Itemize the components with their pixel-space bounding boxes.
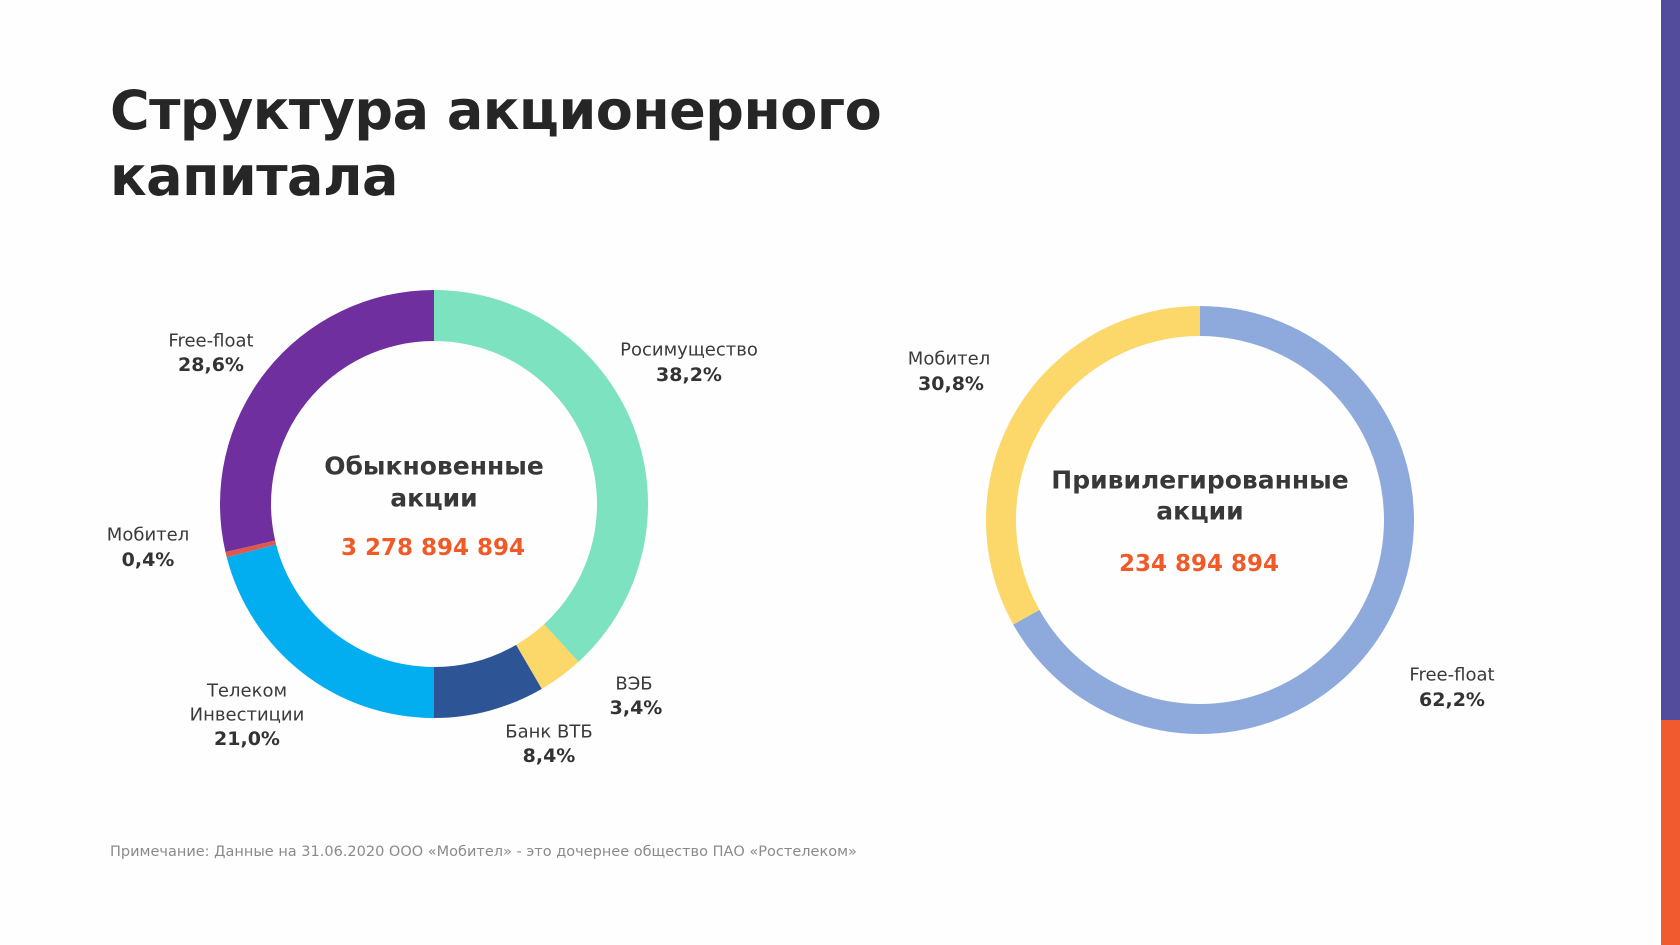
pct-rosimushchestvo: 38,2% [656,364,722,386]
pct-telecom: 21,0% [214,728,280,750]
label-mobitel: Мобител [106,524,190,546]
donut1-center-title-1: Обыкновенные [324,451,544,481]
pct-mobitel: 0,4% [121,549,175,571]
side-accent-bar-top [1661,0,1680,720]
pct-free-float: 28,6% [178,354,244,376]
donut1-slice-4 [225,540,277,558]
label-telecom-1: Телеком [206,680,288,702]
donut2-slice-1 [986,306,1200,625]
label-bank-vtb: Банк ВТБ [505,721,593,743]
footnote: Примечание: Данные на 31.06.2020 ООО «Мо… [110,844,857,860]
title-line-1: Структура акционерного [110,79,882,142]
label-telecom-2: Инвестиции [189,704,305,726]
label-pref-mobitel: Мобител [907,348,991,370]
pct-veb: 3,4% [609,697,663,719]
donut1-slice-0 [434,290,648,662]
donut1-slice-1 [516,624,579,689]
donut2-center-title-1: Привилегированные [1051,465,1349,495]
page-title: Структура акционерного капитала [110,78,882,210]
label-pref-free-float: Free-float [1409,664,1495,686]
donut2-center-title-2: акции [1156,496,1244,526]
donut1-slice-3 [226,544,434,718]
donut1-slice-5 [219,290,434,552]
donut1-slice-2 [434,644,542,718]
label-free-float: Free-float [168,330,254,352]
donut1-center-title-2: акции [390,483,478,513]
label-veb: ВЭБ [615,673,653,695]
pct-pref-mobitel: 30,8% [918,373,984,395]
donut1-center-value: 3 278 894 894 [340,535,526,561]
title-line-2: капитала [110,145,398,208]
side-accent-bar-bottom [1661,720,1680,945]
donut2-center-value: 234 894 894 [1118,551,1280,577]
pct-pref-free-float: 62,2% [1419,689,1485,711]
label-rosimushchestvo: Росимущество [620,339,758,361]
pct-bank-vtb: 8,4% [522,745,576,767]
